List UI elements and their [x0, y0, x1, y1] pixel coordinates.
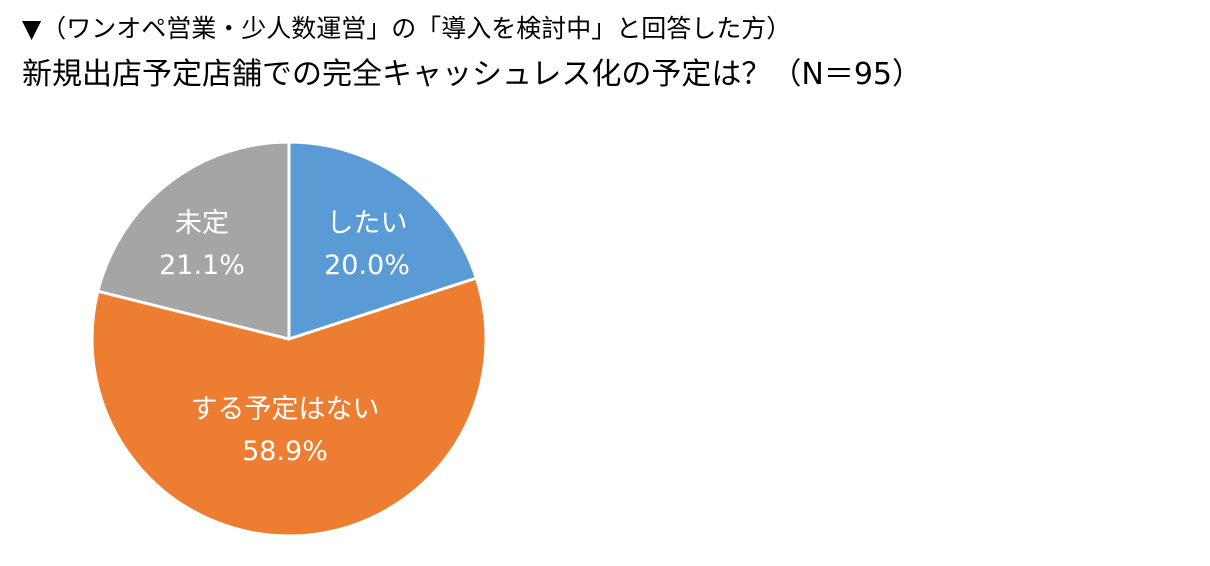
pie-slice: [90, 276, 488, 538]
pie-slices: [90, 140, 488, 538]
slice-value-label: 58.9%: [242, 436, 328, 467]
slice-category-label: 未定: [175, 208, 229, 239]
pie-labels: したい 20.0% する予定はない 58.9% 未定 21.1%: [159, 208, 410, 467]
pie-slice: [287, 140, 478, 341]
chart-title: 新規出店予定店舗での完全キャッシュレス化の予定は？（N＝95）: [22, 57, 923, 92]
pie-slice: [96, 140, 291, 341]
slice-value-label: 20.0%: [324, 250, 410, 281]
slice-category-label: したい: [327, 208, 408, 239]
slice-value-label: 21.1%: [159, 250, 245, 281]
slice-category-label: する予定はない: [191, 394, 380, 425]
chart-subtitle: ▼（ワンオペ営業・少人数運営」の「導入を検討中」と回答した方）: [22, 14, 792, 43]
